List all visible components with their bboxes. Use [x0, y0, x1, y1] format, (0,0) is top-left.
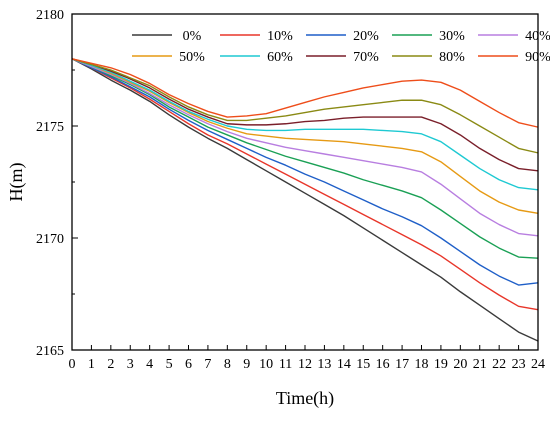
- legend-label-9: 90%: [525, 50, 550, 65]
- x-tick-label: 8: [224, 357, 231, 372]
- y-axis-label: H(m): [6, 163, 27, 202]
- x-tick-label: 11: [279, 357, 292, 372]
- x-tick-label: 21: [473, 357, 487, 372]
- legend-label-0: 0%: [183, 29, 202, 44]
- x-tick-label: 0: [69, 357, 76, 372]
- x-tick-label: 7: [204, 357, 211, 372]
- series-line-1: [71, 58, 539, 311]
- series-line-7: [71, 58, 539, 172]
- x-tick-label: 18: [415, 357, 429, 372]
- y-tick-label: 2170: [36, 232, 64, 247]
- legend-label-1: 10%: [267, 29, 293, 44]
- x-tick-label: 2: [107, 357, 114, 372]
- x-tick-label: 17: [395, 357, 409, 372]
- legend: 0% 10% 20% 30% 40% 50% 60% 70% 80% 90%: [132, 29, 550, 65]
- series-line-3: [71, 58, 539, 259]
- y-tick-label: 2180: [36, 8, 64, 23]
- x-tick-label: 10: [259, 357, 273, 372]
- legend-label-8: 80%: [439, 50, 465, 65]
- legend-label-7: 70%: [353, 50, 379, 65]
- x-tick-label: 14: [337, 357, 351, 372]
- x-tick-label: 12: [298, 357, 312, 372]
- series-line-9: [71, 58, 539, 128]
- x-tick-label: 23: [512, 357, 526, 372]
- x-tick-label: 22: [492, 357, 506, 372]
- x-tick-label: 13: [317, 357, 331, 372]
- legend-label-4: 40%: [525, 29, 550, 44]
- legend-label-5: 50%: [179, 50, 205, 65]
- x-axis-ticks: 0 1 2 3 4 5 6 7 8 9 10 11 12 13 14 15 16 17 18 19 20 21 22 23 24: [69, 345, 545, 372]
- x-tick-label: 15: [356, 357, 370, 372]
- series-lines: [71, 58, 539, 342]
- x-tick-label: 1: [88, 357, 95, 372]
- series-line-0: [71, 58, 539, 342]
- x-tick-label: 6: [185, 357, 192, 372]
- series-line-5: [71, 58, 539, 215]
- x-tick-label: 24: [531, 357, 545, 372]
- legend-label-3: 30%: [439, 29, 465, 44]
- y-tick-label: 2165: [36, 344, 64, 359]
- y-tick-label: 2175: [36, 120, 64, 135]
- x-tick-label: 9: [243, 357, 250, 372]
- x-tick-label: 20: [453, 357, 467, 372]
- series-line-8: [71, 58, 539, 154]
- x-tick-label: 3: [127, 357, 134, 372]
- y-axis-ticks: 2165 2170 2175 2180: [36, 8, 78, 359]
- x-axis-label: Time(h): [276, 388, 334, 409]
- x-tick-label: 5: [166, 357, 173, 372]
- x-tick-label: 19: [434, 357, 448, 372]
- series-line-6: [71, 58, 539, 191]
- legend-label-2: 20%: [353, 29, 379, 44]
- legend-label-6: 60%: [267, 50, 293, 65]
- x-tick-label: 16: [376, 357, 390, 372]
- x-tick-label: 4: [146, 357, 153, 372]
- series-line-4: [71, 58, 539, 237]
- series-line-2: [71, 58, 539, 286]
